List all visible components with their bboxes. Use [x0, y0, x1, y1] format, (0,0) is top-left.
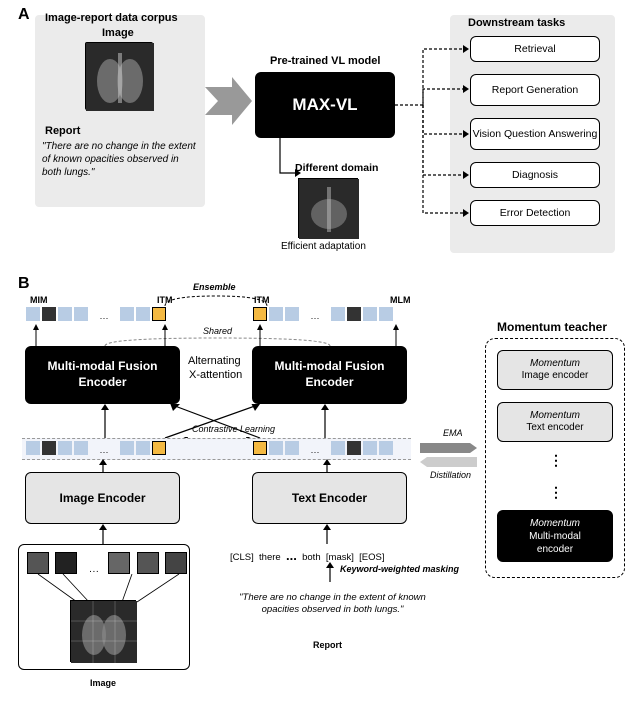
encoder-arrows — [95, 459, 345, 475]
domain-label: Different domain — [295, 162, 378, 174]
model-title: Pre-trained VL model — [270, 55, 380, 67]
ema-arrows — [415, 440, 485, 470]
contrastive-label: Contrastive Learning — [192, 425, 275, 435]
text-tokens: [CLS] there ... both [mask] [EOS] — [230, 548, 385, 563]
momentum-title: Momentum teacher — [497, 320, 607, 334]
image-label-a: Image — [102, 27, 134, 39]
tasks-title: Downstream tasks — [468, 17, 565, 29]
itm-label-right: ITM — [254, 295, 270, 305]
keyword-masking: Keyword-weighted masking — [340, 565, 459, 575]
task-retrieval: Retrieval — [470, 36, 600, 62]
xray-image-b — [70, 600, 136, 662]
text-encoder: Text Encoder — [252, 472, 407, 524]
momentum-dots-1: ⋮ — [549, 452, 563, 469]
ensemble-label: Ensemble — [193, 282, 236, 292]
panel-a-label: A — [18, 6, 30, 24]
ema-label: EMA — [443, 428, 463, 438]
tokens-mid-right: ··· — [252, 441, 394, 460]
report-label-a: Report — [45, 125, 80, 137]
top-token-arrows — [25, 322, 415, 348]
image-label-b: Image — [90, 678, 116, 688]
task-arrows — [395, 45, 475, 220]
domain-image — [298, 178, 358, 238]
tokens-mid-left: ··· — [25, 441, 167, 460]
report-text-b: "There are no change in the extent of kn… — [235, 592, 430, 617]
alt-attention2: X-attention — [189, 369, 242, 381]
task-error: Error Detection — [470, 200, 600, 226]
text-token-arrow — [320, 562, 340, 584]
panel-b-label: B — [18, 275, 30, 293]
momentum-dots-2: ⋮ — [549, 484, 563, 501]
big-arrow — [200, 75, 260, 130]
report-label-b: Report — [313, 640, 342, 650]
momentum-text-enc: MomentumText encoder — [497, 402, 613, 442]
momentum-image-enc: MomentumImage encoder — [497, 350, 613, 390]
report-text-a: "There are no change in the extent of kn… — [42, 140, 197, 179]
task-vqa: Vision Question Answering — [470, 118, 600, 150]
task-report-gen: Report Generation — [470, 74, 600, 106]
momentum-multi-enc: MomentumMulti-modalencoder — [497, 510, 613, 562]
adaptation-label: Efficient adaptation — [281, 241, 366, 252]
corpus-title: Image-report data corpus — [45, 12, 178, 24]
domain-arrow — [275, 138, 305, 183]
image-encoder: Image Encoder — [25, 472, 180, 524]
fusion-right: Multi-modal Fusion Encoder — [252, 346, 407, 404]
alt-attention1: Alternating — [188, 355, 241, 367]
input-arrows — [95, 524, 345, 546]
mim-label: MIM — [30, 295, 48, 305]
mlm-label: MLM — [390, 295, 411, 305]
xray-image-a — [85, 42, 153, 110]
task-diagnosis: Diagnosis — [470, 162, 600, 188]
model-box: MAX-VL — [255, 72, 395, 138]
fusion-left: Multi-modal Fusion Encoder — [25, 346, 180, 404]
distillation-label: Distillation — [430, 470, 471, 480]
